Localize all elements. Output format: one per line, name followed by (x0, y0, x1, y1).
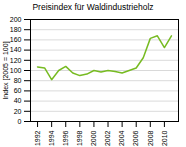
svg-text:40: 40 (14, 97, 22, 104)
svg-text:160: 160 (10, 36, 22, 43)
svg-text:1994: 1994 (48, 130, 55, 146)
svg-text:2002: 2002 (104, 130, 111, 146)
svg-text:100: 100 (10, 67, 22, 74)
svg-text:2000: 2000 (90, 130, 97, 146)
svg-text:1992: 1992 (34, 130, 41, 146)
svg-text:1996: 1996 (62, 130, 69, 146)
html-text:Preisindex für Waldindustrieho: Preisindex für Waldindustrieholz (32, 2, 154, 12)
svg-text:180: 180 (10, 26, 22, 33)
svg-text:20: 20 (14, 108, 22, 115)
svg-text:Index [2005 = 100]: Index [2005 = 100] (2, 41, 10, 99)
svg-text:120: 120 (10, 57, 22, 64)
svg-text:140: 140 (10, 46, 22, 53)
svg-text:200: 200 (10, 16, 22, 23)
svg-text:1998: 1998 (76, 130, 83, 146)
svg-text:2010: 2010 (161, 130, 168, 146)
svg-text:2004: 2004 (118, 130, 125, 146)
svg-text:2008: 2008 (147, 130, 154, 146)
svg-text:0: 0 (18, 118, 22, 125)
svg-text:80: 80 (14, 77, 22, 84)
svg-text:60: 60 (14, 87, 22, 94)
svg-text:2006: 2006 (132, 130, 139, 146)
